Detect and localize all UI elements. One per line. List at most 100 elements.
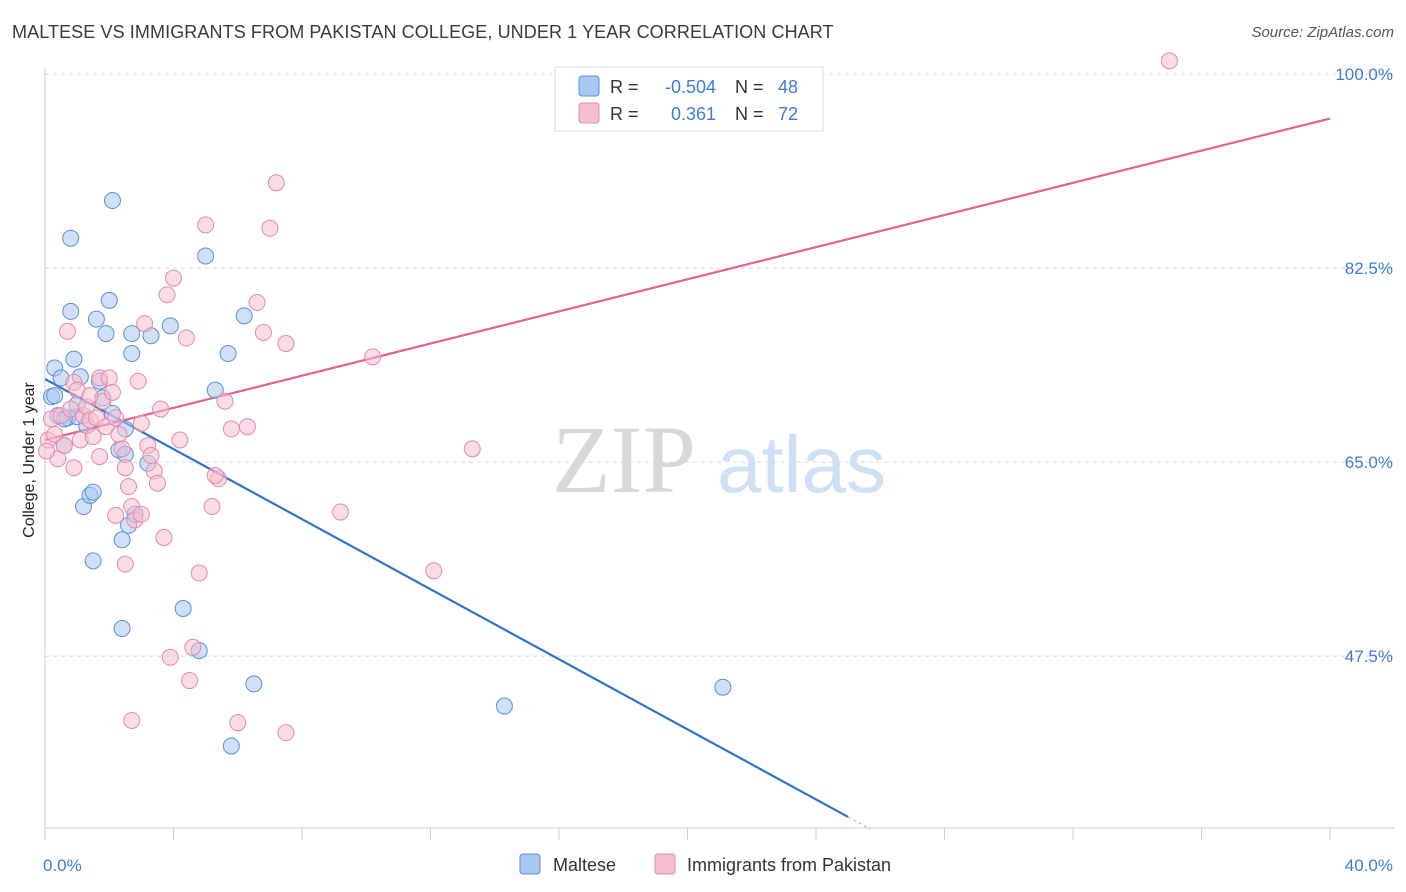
pakistan-point-60 [463, 440, 481, 458]
pakistan-point-58 [364, 348, 382, 366]
maltese-point-36 [197, 247, 215, 265]
pakistan-point-66 [206, 466, 224, 484]
pakistan-point-59 [425, 562, 443, 580]
y-tick-label-0: 100.0% [1335, 65, 1393, 84]
bottom-legend: Maltese Immigrants from Pakistan [519, 853, 891, 875]
bottom-legend-maltese: Maltese [553, 855, 616, 875]
x-tick-label-1: 40.0% [1345, 856, 1393, 875]
pakistan-point-61 [91, 448, 109, 466]
pakistan-point-32 [142, 447, 160, 465]
bottom-legend-swatch-maltese [519, 853, 541, 875]
gridlines [45, 73, 1395, 657]
data-points [38, 52, 1178, 755]
maltese-point-43 [714, 678, 732, 696]
pakistan-point-63 [132, 505, 150, 523]
pakistan-point-62 [107, 506, 125, 524]
pakistan-trend-line [44, 117, 1331, 442]
maltese-point-33 [161, 317, 179, 335]
pakistan-point-54 [267, 174, 285, 192]
y-tick-label-1: 82.5% [1345, 259, 1393, 278]
legend-n-value-1: 48 [778, 77, 798, 97]
legend-n-label-2: N = [735, 104, 764, 124]
pakistan-point-21 [107, 409, 125, 427]
legend-box: R = -0.504 N = 48 R = 0.361 N = 72 [554, 66, 824, 132]
pakistan-point-52 [254, 323, 272, 341]
pakistan-point-37 [158, 286, 176, 304]
maltese-point-24 [113, 619, 131, 637]
pakistan-point-39 [165, 269, 182, 287]
maltese-point-39 [222, 737, 240, 755]
legend-r-value-2: 0.361 [671, 104, 716, 124]
pakistan-point-19 [100, 369, 118, 387]
maltese-point-28 [123, 345, 141, 363]
pakistan-point-5 [55, 437, 73, 455]
pakistan-point-57 [332, 503, 350, 521]
pakistan-point-41 [177, 329, 195, 347]
maltese-point-20 [100, 291, 118, 309]
maltese-point-8 [62, 302, 80, 320]
maltese-point-19 [97, 325, 115, 343]
pakistan-point-38 [161, 648, 179, 666]
pakistan-point-24 [116, 459, 134, 477]
maltese-point-7 [62, 229, 80, 247]
pakistan-point-42 [184, 638, 202, 656]
pakistan-point-55 [277, 335, 295, 353]
pakistan-point-28 [129, 372, 147, 390]
pakistan-point-71 [38, 442, 56, 460]
trend-lines [44, 117, 1331, 830]
maltese-point-42 [495, 697, 513, 715]
maltese-point-38 [219, 345, 237, 363]
maltese-point-34 [174, 600, 192, 618]
tick-labels: 100.0% 82.5% 65.0% 47.5% 0.0% 40.0% [43, 65, 1393, 875]
pakistan-point-29 [132, 414, 150, 432]
pakistan-point-48 [222, 420, 240, 438]
maltese-point-22 [103, 192, 121, 210]
legend-n-value-2: 72 [778, 104, 798, 124]
maltese-point-25 [113, 531, 131, 549]
pakistan-point-50 [238, 418, 256, 436]
pakistan-point-25 [120, 478, 138, 496]
pakistan-point-30 [136, 315, 154, 333]
y-tick-label-2: 65.0% [1345, 453, 1393, 472]
pakistan-point-45 [203, 498, 221, 516]
legend-r-value-1: -0.504 [665, 77, 716, 97]
pakistan-point-68 [65, 459, 83, 477]
pakistan-point-6 [58, 322, 76, 340]
pakistan-point-34 [148, 474, 166, 492]
pakistan-point-65 [181, 672, 199, 690]
legend-swatch-maltese [578, 75, 600, 97]
maltese-point-41 [245, 675, 263, 693]
pakistan-point-40 [171, 431, 189, 449]
pakistan-point-36 [155, 529, 173, 547]
maltese-point-9 [65, 350, 83, 368]
pakistan-point-22 [110, 425, 128, 443]
pakistan-point-23 [113, 440, 131, 458]
pakistan-point-64 [116, 555, 134, 573]
pakistan-point-67 [81, 387, 99, 405]
pakistan-point-14 [84, 428, 102, 446]
pakistan-point-44 [197, 216, 215, 234]
pakistan-point-20 [103, 383, 121, 401]
watermark-atlas: atlas [717, 420, 886, 509]
maltese-point-2 [46, 387, 64, 405]
maltese-point-16 [87, 310, 105, 328]
pakistan-point-49 [229, 714, 247, 732]
chart-title: MALTESE VS IMMIGRANTS FROM PAKISTAN COLL… [12, 22, 834, 42]
legend-n-label-1: N = [735, 77, 764, 97]
legend-r-label-1: R = [610, 77, 639, 97]
chart-source: Source: ZipAtlas.com [1251, 24, 1394, 41]
pakistan-point-51 [248, 294, 266, 312]
pakistan-point-43 [190, 564, 208, 582]
maltese-point-46 [84, 483, 102, 501]
watermark: ZIP atlas [552, 406, 886, 513]
legend-swatch-pakistan [578, 102, 600, 124]
pakistan-point-69 [123, 711, 141, 729]
maltese-point-29 [123, 325, 141, 343]
maltese-point-37 [206, 381, 224, 399]
bottom-legend-swatch-pakistan [654, 853, 676, 875]
x-tick-label-0: 0.0% [43, 856, 82, 875]
pakistan-point-70 [1160, 52, 1178, 70]
maltese-trend-extension [847, 816, 871, 830]
maltese-point-15 [84, 552, 102, 570]
